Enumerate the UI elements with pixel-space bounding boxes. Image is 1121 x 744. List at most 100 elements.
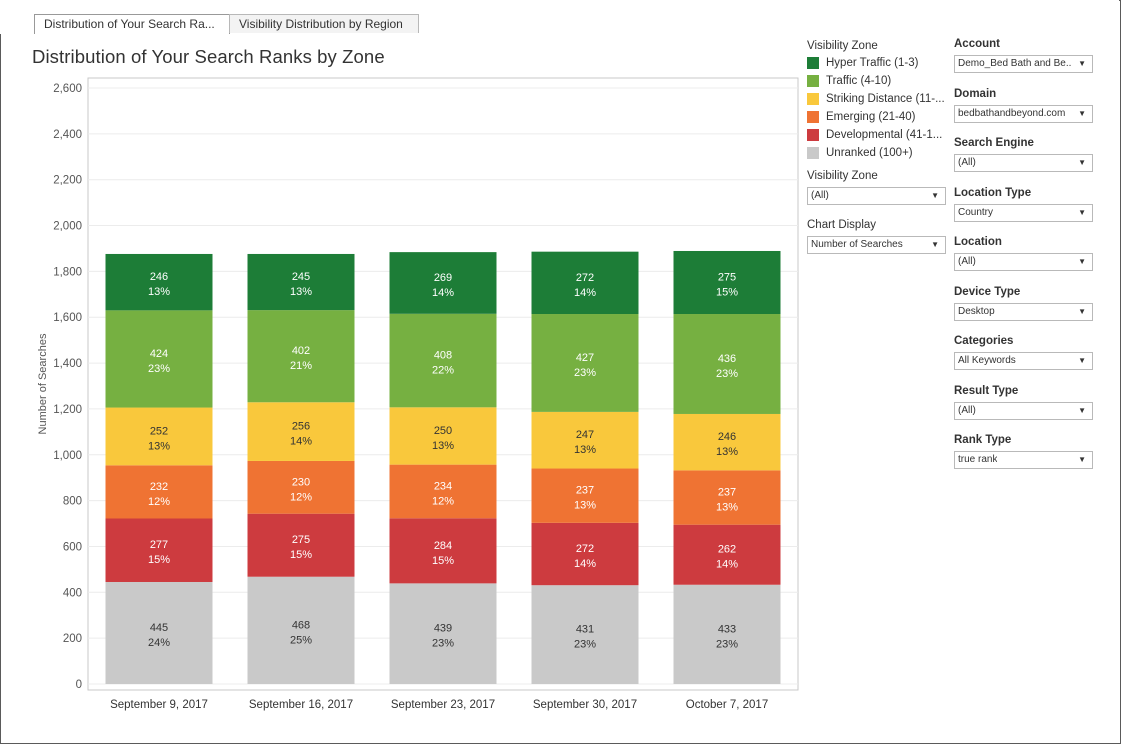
legend-swatch <box>807 111 819 123</box>
legend-swatch <box>807 93 819 105</box>
filter-label: Chart Display <box>807 219 877 231</box>
bar-percent-label: 14% <box>716 559 738 571</box>
legend-label: Unranked (100+) <box>826 147 913 159</box>
result-type-select[interactable]: (All) ▼ <box>954 401 1093 420</box>
location-type-filter: Location Type Country ▼ <box>954 185 1093 222</box>
account-select[interactable]: Demo_Bed Bath and Be... ▼ <box>954 55 1093 73</box>
domain-select[interactable]: bedbathandbeyond.com ▼ <box>954 104 1093 123</box>
bar-value-label: 269 <box>434 272 452 284</box>
bar-value-label: 436 <box>718 353 736 365</box>
visibility-zone-select[interactable]: (All) ▼ <box>807 187 946 205</box>
legend-swatch <box>807 57 819 69</box>
bar-value-label: 237 <box>576 485 594 497</box>
bar-value-label: 408 <box>434 350 452 362</box>
bar-segment[interactable] <box>389 583 497 684</box>
chevron-down-icon: ▼ <box>1078 455 1086 464</box>
bar-value-label: 277 <box>150 539 168 551</box>
rank-type-select[interactable]: true rank ▼ <box>954 451 1093 469</box>
bar-segment[interactable] <box>105 407 213 466</box>
bar-segment[interactable] <box>105 581 213 684</box>
y-axis-title: Number of Searches <box>37 333 49 434</box>
bar-percent-label: 13% <box>574 444 596 456</box>
legend-item[interactable]: Unranked (100+) <box>807 144 947 162</box>
categories-filter: Categories All Keywords ▼ <box>954 333 1093 370</box>
bar-percent-label: 15% <box>148 554 170 566</box>
bar-value-label: 275 <box>718 272 736 284</box>
bar-segment[interactable] <box>531 314 639 412</box>
bar-segment[interactable] <box>531 585 639 684</box>
bar-value-label: 424 <box>150 348 168 360</box>
bar-segment[interactable] <box>389 313 497 408</box>
bar-segment[interactable] <box>247 253 355 311</box>
bar-value-label: 245 <box>292 271 310 283</box>
legend-item[interactable]: Hyper Traffic (1-3) <box>807 54 947 72</box>
bar-segment[interactable] <box>531 468 639 523</box>
y-tick-label: 0 <box>76 679 82 691</box>
device-type-select[interactable]: Desktop ▼ <box>954 302 1093 321</box>
visibility-zone-filter: Visibility Zone (All) ▼ <box>807 168 946 205</box>
bar-segment[interactable] <box>105 465 213 519</box>
tab-distribution[interactable]: Distribution of Your Search Ra... <box>34 14 230 34</box>
filter-label: Rank Type <box>954 434 1012 446</box>
bar-segment[interactable] <box>389 518 497 584</box>
chevron-down-icon: ▼ <box>1078 158 1086 167</box>
x-tick-label: September 23, 2017 <box>391 699 495 711</box>
legend-item[interactable]: Striking Distance (11-... <box>807 90 947 108</box>
location-select[interactable]: (All) ▼ <box>954 253 1093 271</box>
x-tick-label: October 7, 2017 <box>686 699 768 711</box>
bar-segment[interactable] <box>247 402 355 461</box>
legend-swatch <box>807 129 819 141</box>
bar-segment[interactable] <box>531 251 639 315</box>
bar-percent-label: 23% <box>574 367 596 379</box>
bar-segment[interactable] <box>389 407 497 465</box>
bar-segment[interactable] <box>531 522 639 586</box>
bar-segment[interactable] <box>105 518 213 582</box>
bar-segment[interactable] <box>247 576 355 684</box>
bar-segment[interactable] <box>673 413 781 471</box>
filter-label: Visibility Zone <box>807 170 878 182</box>
select-value: (All) <box>958 256 976 267</box>
bar-segment[interactable] <box>105 310 213 408</box>
bar-segment[interactable] <box>247 310 355 403</box>
legend-label: Traffic (4-10) <box>826 75 892 87</box>
bar-percent-label: 24% <box>148 637 170 649</box>
bar-percent-label: 14% <box>574 287 596 299</box>
legend-item[interactable]: Developmental (41-1... <box>807 126 947 144</box>
bar-segment[interactable] <box>247 513 355 577</box>
bar-percent-label: 15% <box>716 287 738 299</box>
chart-display-filter: Chart Display Number of Searches ▼ <box>807 217 946 254</box>
tab-visibility-by-region[interactable]: Visibility Distribution by Region <box>229 14 419 33</box>
bar-segment[interactable] <box>673 314 781 414</box>
bar-segment[interactable] <box>389 252 497 314</box>
search-engine-select[interactable]: (All) ▼ <box>954 154 1093 172</box>
chevron-down-icon: ▼ <box>1078 108 1086 118</box>
chevron-down-icon: ▼ <box>1078 257 1086 266</box>
bar-segment[interactable] <box>673 524 781 585</box>
bar-value-label: 272 <box>576 272 594 284</box>
bar-percent-label: 23% <box>432 638 454 650</box>
bar-value-label: 256 <box>292 421 310 433</box>
legend-item[interactable]: Emerging (21-40) <box>807 108 947 126</box>
bar-segment[interactable] <box>531 411 639 469</box>
bar-value-label: 468 <box>292 619 310 631</box>
bar-percent-label: 23% <box>574 639 596 651</box>
bar-segment[interactable] <box>673 250 781 315</box>
bar-value-label: 246 <box>718 431 736 443</box>
chevron-down-icon: ▼ <box>1078 207 1086 217</box>
bar-percent-label: 22% <box>432 365 454 377</box>
bar-percent-label: 25% <box>290 634 312 646</box>
bar-segment[interactable] <box>389 464 497 519</box>
legend-item[interactable]: Traffic (4-10) <box>807 72 947 90</box>
location-type-select[interactable]: Country ▼ <box>954 203 1093 222</box>
chevron-down-icon: ▼ <box>1078 59 1086 68</box>
select-value: Number of Searches <box>811 239 903 250</box>
bar-segment[interactable] <box>105 253 213 311</box>
bar-value-label: 275 <box>292 534 310 546</box>
chart-display-select[interactable]: Number of Searches ▼ <box>807 236 946 254</box>
select-value: Demo_Bed Bath and Be... <box>958 58 1072 69</box>
bar-percent-label: 12% <box>432 495 454 507</box>
categories-select[interactable]: All Keywords ▼ <box>954 352 1093 370</box>
bar-segment[interactable] <box>673 470 781 525</box>
bar-segment[interactable] <box>247 460 355 514</box>
bar-segment[interactable] <box>673 584 781 684</box>
